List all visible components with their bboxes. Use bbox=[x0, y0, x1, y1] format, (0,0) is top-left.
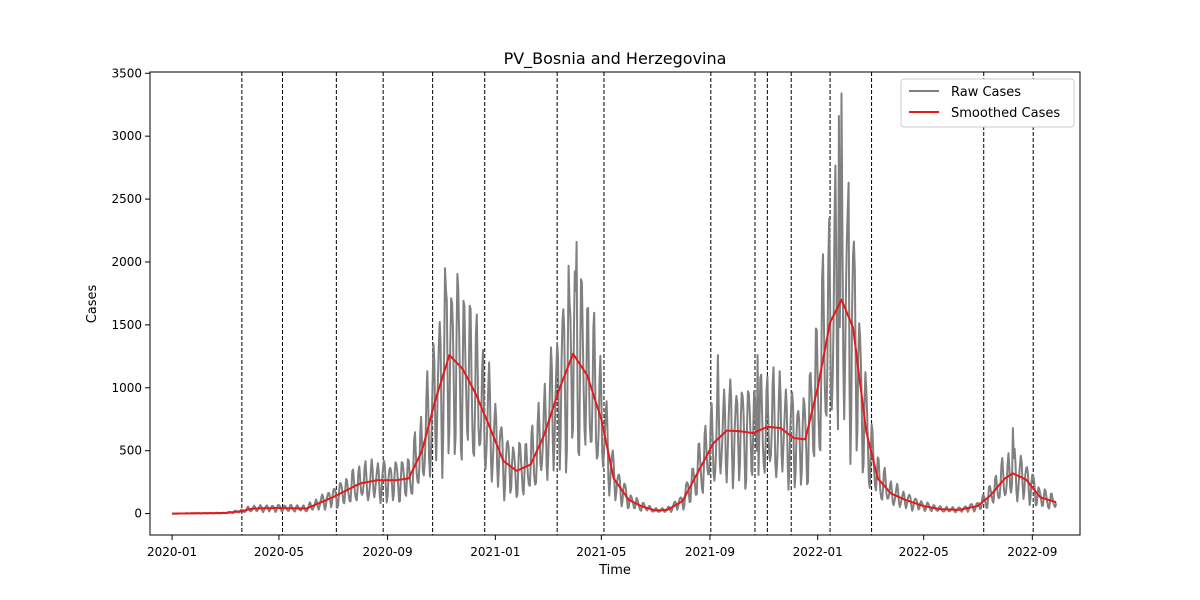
y-tick-label-5: 2500 bbox=[111, 192, 142, 206]
x-tick-label-8: 2022-09 bbox=[1007, 545, 1057, 559]
smoothed-cases-line bbox=[172, 298, 1057, 515]
y-tick-label-6: 3000 bbox=[111, 129, 142, 143]
x-tick-label-6: 2022-01 bbox=[793, 545, 843, 559]
legend-box bbox=[900, 78, 1075, 128]
series-layer bbox=[172, 92, 1058, 515]
legend-smoothed-label: Smoothed Cases bbox=[951, 106, 1060, 121]
y-tick-label-7: 3500 bbox=[111, 66, 142, 80]
y-tick-label-1: 500 bbox=[119, 444, 142, 458]
x-tick-label-3: 2021-01 bbox=[470, 545, 520, 559]
x-tick-label-1: 2020-05 bbox=[254, 545, 304, 559]
x-tick-label-7: 2022-05 bbox=[899, 545, 949, 559]
x-tick-label-2: 2020-09 bbox=[363, 545, 413, 559]
plot-frame bbox=[149, 71, 1081, 536]
y-tick-label-2: 1000 bbox=[111, 381, 142, 395]
y-tick-label-4: 2000 bbox=[111, 255, 142, 269]
breakpoint-lines bbox=[241, 72, 1034, 535]
y-tick-label-0: 0 bbox=[134, 507, 142, 521]
y-axis-ticks: 0 500 1000 1500 2000 2500 3000 3500 bbox=[111, 66, 150, 521]
x-axis-ticks: 2020-01 2020-05 2020-09 2021-01 2021-05 2021-… bbox=[147, 535, 1057, 559]
x-tick-label-5: 2021-09 bbox=[685, 545, 735, 559]
legend-raw-label: Raw Cases bbox=[951, 85, 1021, 100]
y-axis-label: Cases bbox=[85, 284, 100, 323]
x-tick-label-0: 2020-01 bbox=[147, 545, 197, 559]
raw-cases-line bbox=[172, 92, 1058, 515]
x-tick-label-4: 2021-05 bbox=[576, 545, 626, 559]
chart-title: PV_Bosnia and Herzegovina bbox=[504, 49, 727, 69]
legend: Raw Cases Smoothed Cases bbox=[900, 78, 1075, 128]
x-axis-label: Time bbox=[598, 563, 631, 578]
y-tick-label-3: 1500 bbox=[111, 318, 142, 332]
